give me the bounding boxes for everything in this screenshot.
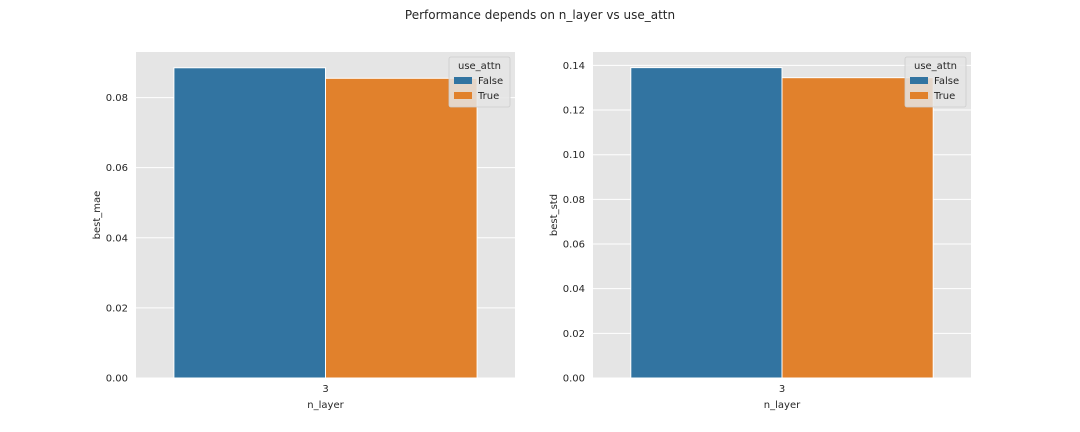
legend-label: True — [933, 91, 955, 102]
chart-panel-2: 0.00 0.02 0.04 0.06 0.08 0.10 0.12 0.14 3 n_layer… — [549, 52, 971, 411]
y-tick-label: 0.06 — [563, 240, 585, 251]
y-tick-label: 0.08 — [563, 195, 585, 206]
legend-title: use_attn — [458, 61, 501, 72]
y-tick-label: 0.10 — [563, 150, 585, 161]
x-axis-label: n_layer — [307, 400, 344, 411]
y-tick-label: 0.00 — [563, 374, 585, 385]
legend-label: False — [478, 76, 503, 87]
bar-true — [325, 77, 478, 379]
legend: use_attn False True — [904, 56, 967, 108]
y-axis-label: best_std — [549, 194, 560, 236]
y-tick-label: 0.14 — [563, 61, 585, 72]
y-tick-label: 0.06 — [106, 163, 128, 174]
legend-swatch — [454, 92, 472, 99]
x-axis-label: n_layer — [764, 400, 801, 411]
bar-false — [173, 67, 326, 379]
bar-true — [781, 77, 934, 379]
legend: use_attn False True — [448, 56, 511, 108]
y-tick-label: 0.04 — [563, 284, 585, 295]
legend-swatch — [454, 77, 472, 84]
figure-title: Performance depends on n_layer vs use_at… — [405, 8, 675, 22]
legend-swatch — [910, 77, 928, 84]
legend-title: use_attn — [914, 61, 957, 72]
legend-swatch — [910, 92, 928, 99]
y-tick-label: 0.00 — [106, 374, 128, 385]
legend-label: False — [934, 76, 959, 87]
y-axis-label: best_mae — [92, 191, 103, 240]
legend-label: True — [477, 91, 499, 102]
bar-false — [630, 67, 783, 379]
y-tick-label: 0.08 — [106, 93, 128, 104]
x-tick-label: 3 — [322, 384, 328, 395]
chart-panel-1: 0.00 0.02 0.04 0.06 0.08 3 n_layer best_mae use_… — [92, 52, 515, 411]
y-tick-label: 0.12 — [563, 106, 585, 117]
y-tick-label: 0.02 — [106, 303, 128, 314]
x-tick-label: 3 — [779, 384, 785, 395]
y-tick-label: 0.04 — [106, 233, 128, 244]
y-tick-label: 0.02 — [563, 329, 585, 340]
